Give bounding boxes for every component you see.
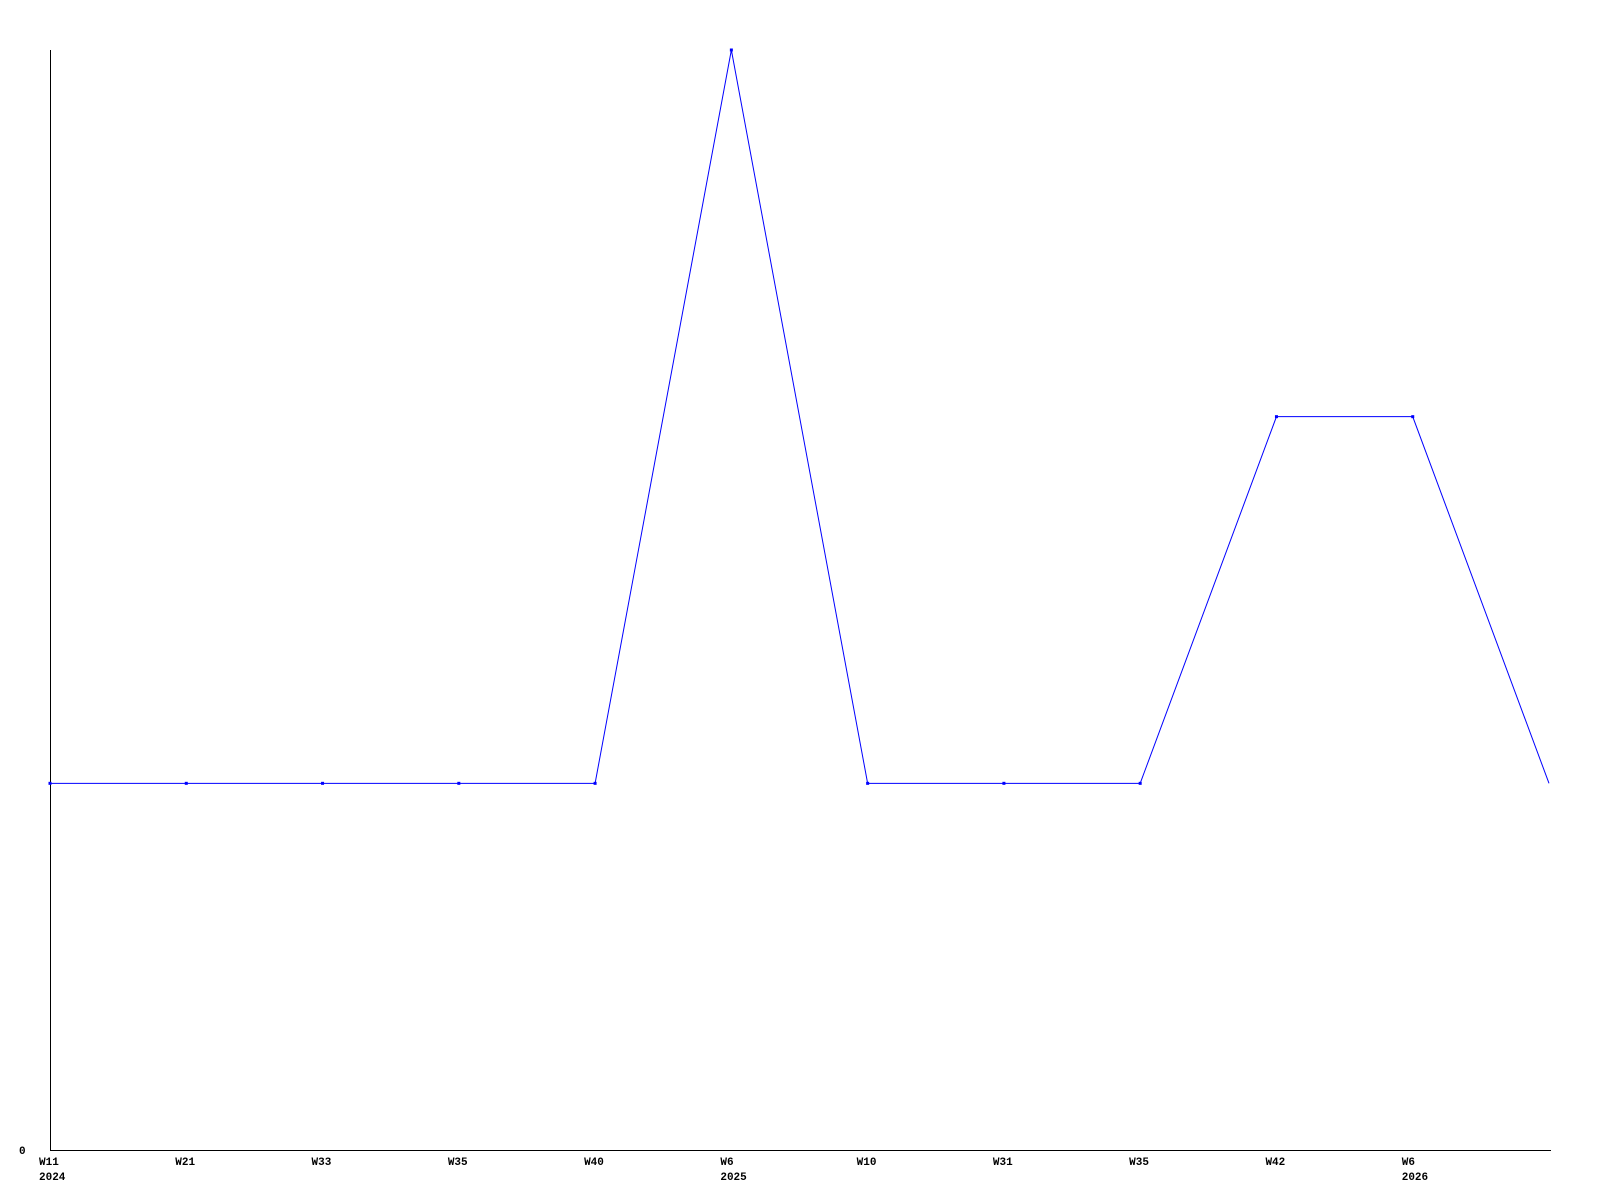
data-point (593, 781, 597, 785)
x-tick-label: W31 (993, 1157, 1013, 1169)
x-year-label: 2024 (39, 1172, 66, 1184)
series-line (50, 49, 1550, 784)
x-tick-label: W40 (584, 1157, 604, 1169)
data-point (321, 781, 325, 785)
x-tick-label: W35 (1129, 1157, 1149, 1169)
data-point (866, 781, 870, 785)
x-year-label: 2025 (720, 1172, 747, 1184)
data-point (1138, 781, 1142, 785)
data-point (1002, 781, 1006, 785)
data-point (184, 781, 188, 785)
data-point (457, 781, 461, 785)
data-point (1274, 415, 1278, 419)
data-point (729, 48, 733, 52)
data-point (1411, 415, 1415, 419)
x-tick-label: W21 (175, 1157, 195, 1169)
x-tick-label: W35 (448, 1157, 468, 1169)
x-tick-label: W10 (857, 1157, 877, 1169)
x-year-label: 2026 (1402, 1172, 1428, 1184)
x-tick-label: W42 (1265, 1157, 1285, 1169)
y-tick-label: 0 (19, 1146, 26, 1158)
x-tick-label: W6 (720, 1157, 733, 1169)
x-tick-label: W11 (39, 1157, 59, 1169)
x-tick-label: W6 (1402, 1157, 1415, 1169)
data-point (48, 781, 52, 785)
x-tick-label: W33 (312, 1157, 332, 1169)
